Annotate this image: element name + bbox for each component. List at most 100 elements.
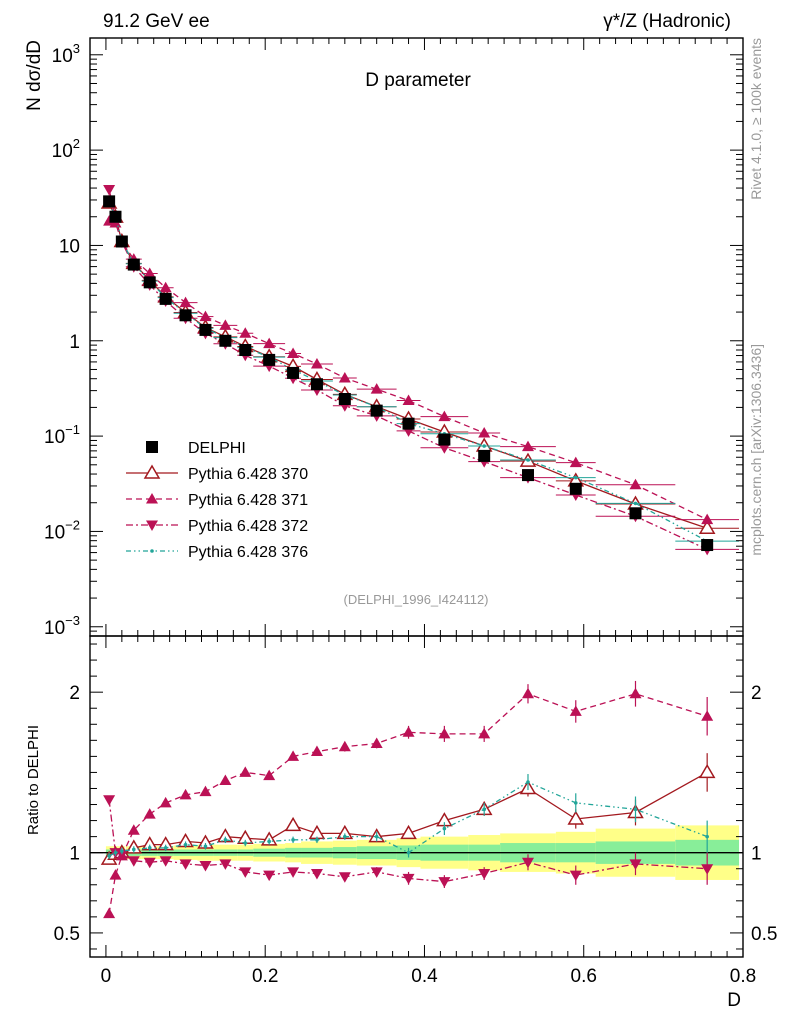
data-point (127, 258, 140, 271)
ratio-point (287, 750, 300, 761)
x-tick-label: 0.2 (252, 966, 278, 987)
ratio-point (478, 727, 491, 739)
y-axis-label-ratio: Ratio to DELPHI (25, 725, 42, 835)
data-point (701, 539, 714, 552)
ratio-point (239, 766, 252, 777)
ratio-line (108, 771, 708, 860)
series-line (108, 202, 708, 529)
header-right-title: γ*/Z (Hadronic) (603, 11, 731, 32)
series-point (159, 281, 172, 293)
data-point (219, 334, 232, 347)
series-point (701, 513, 714, 525)
series-point (569, 456, 582, 468)
ratio-point (370, 867, 383, 878)
ratio-point (567, 810, 585, 825)
y-tick-label: 103 (52, 41, 80, 67)
ratio-point (109, 869, 122, 880)
rivet-version-note: Rivet 4.1.0, ≥ 100k events (748, 38, 764, 200)
data-point (310, 378, 323, 391)
ratio-point (438, 727, 451, 739)
ratio-point (183, 842, 188, 847)
ratio-point (291, 838, 295, 842)
ratio-point (147, 846, 152, 850)
x-tick-label: 0.8 (730, 966, 756, 987)
x-tick-label: 0.6 (571, 966, 597, 987)
ratio-point (103, 795, 116, 806)
legend-marker (146, 520, 158, 531)
legend-label: Pythia 6.428 370 (188, 466, 308, 483)
x-tick-label: 0.4 (411, 966, 438, 987)
data-point (109, 210, 122, 223)
ratio-point (374, 834, 379, 839)
series-point (438, 410, 451, 422)
ratio-point (482, 807, 486, 812)
ratio-point (438, 877, 451, 888)
header-left-title: 91.2 GeV ee (103, 11, 210, 32)
delphi-uncertainty-bands (90, 825, 743, 880)
ratio-line (108, 781, 708, 857)
series-point (263, 337, 276, 349)
legend-label: Pythia 6.428 372 (188, 518, 308, 535)
ratio-point (521, 687, 534, 699)
series-point (629, 478, 642, 490)
y-tick-label: 10−3 (44, 613, 80, 639)
y-tick-label: 1 (69, 332, 80, 353)
ratio-point (103, 907, 116, 919)
ratio-point (402, 726, 415, 737)
data-point (438, 433, 451, 446)
data-point (287, 366, 300, 379)
series-point (521, 440, 534, 452)
ratio-point (127, 824, 140, 835)
series-line (108, 189, 708, 550)
ratio-point (179, 788, 192, 800)
ratio-point (131, 847, 136, 852)
ratio-point (263, 769, 276, 781)
ratio-point (406, 850, 411, 855)
data-point (370, 404, 383, 417)
ratio-point (338, 740, 351, 752)
ratio-point (573, 801, 578, 805)
y-tick-label: 10−2 (44, 517, 80, 543)
series-point (103, 185, 116, 196)
y-axis-label-main: N dσ/dD (24, 40, 45, 111)
ratio-y-tick-label-right: 0.5 (751, 924, 777, 945)
ratio-point (143, 808, 156, 819)
series-point (219, 319, 232, 330)
ratio-point (402, 873, 415, 885)
ratio-point (113, 850, 118, 855)
data-point (115, 235, 128, 248)
series-point (287, 347, 300, 358)
y-tick-label: 10−1 (44, 422, 80, 448)
ratio-point (701, 710, 714, 721)
ratio-point (315, 838, 319, 842)
series-point (482, 444, 486, 448)
ratio-point (633, 807, 638, 812)
data-point (239, 344, 252, 357)
ratio-point (284, 816, 302, 832)
data-point (478, 449, 491, 462)
ratio-point (338, 872, 351, 883)
series-point (179, 296, 192, 308)
series-point (370, 383, 383, 394)
data-point (103, 195, 116, 208)
series-point (143, 267, 156, 278)
ratio-point (159, 796, 172, 808)
ratio-y-tick-label: 0.5 (54, 924, 80, 945)
series-point (478, 426, 491, 438)
ratio-point (163, 846, 168, 850)
ratio-y-tick-label-right: 1 (751, 844, 762, 865)
main-panel-series (100, 185, 740, 556)
legend-label: Pythia 6.428 371 (188, 492, 308, 509)
ratio-point (629, 859, 642, 870)
series-point (338, 372, 351, 383)
ratio-point (629, 687, 642, 699)
ratio-point (120, 849, 124, 853)
ratio-point (107, 854, 111, 858)
ratio-point (343, 834, 347, 839)
series-line (108, 201, 708, 542)
ratio-point (159, 856, 172, 867)
series-point (438, 443, 451, 454)
ratio-point (698, 763, 716, 779)
ratio-line (108, 799, 708, 883)
